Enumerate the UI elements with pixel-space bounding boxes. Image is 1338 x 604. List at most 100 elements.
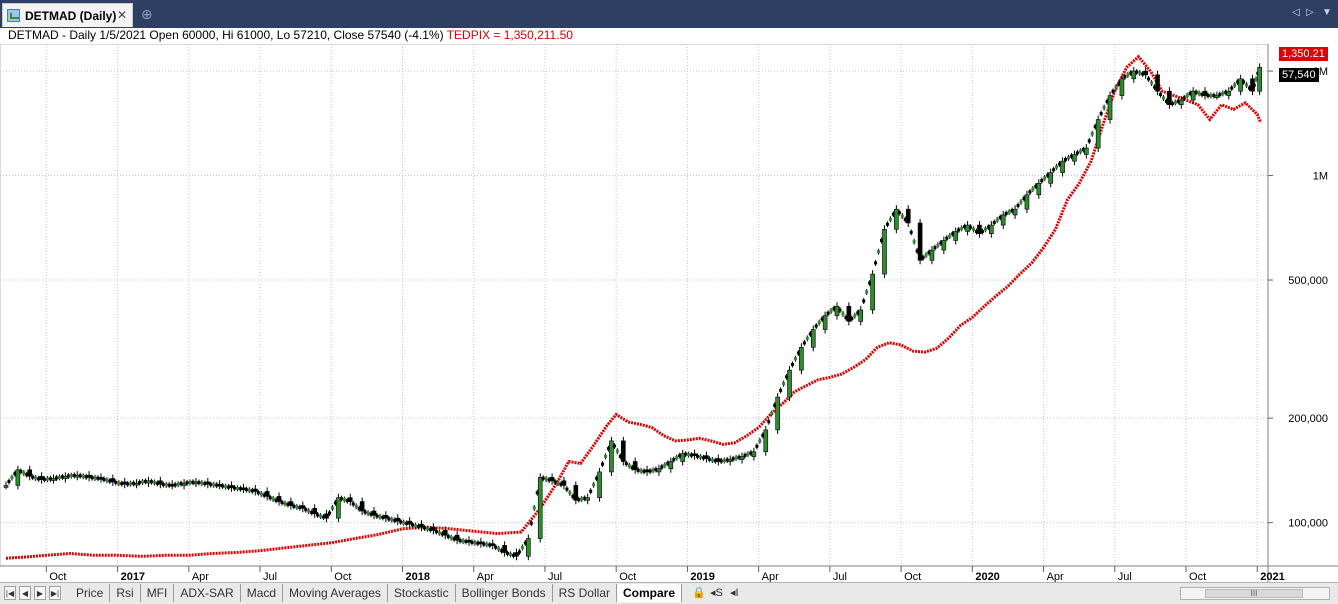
- candle-body: [200, 481, 204, 485]
- candle-body: [704, 455, 709, 459]
- candle-body: [69, 474, 73, 478]
- candle-body: [710, 458, 714, 462]
- candle-body: [375, 514, 379, 518]
- tab-rsi[interactable]: Rsi: [110, 584, 141, 602]
- candle-body: [1087, 139, 1091, 143]
- candle-body: [1010, 209, 1014, 213]
- y-tick-label: 500,000: [1288, 275, 1328, 287]
- close-icon[interactable]: ✕: [116, 8, 127, 22]
- candle-body: [526, 538, 531, 557]
- tab-price[interactable]: Price: [70, 584, 111, 602]
- candle-body: [941, 240, 947, 251]
- tab-mfi[interactable]: MFI: [141, 584, 175, 602]
- candle-body: [796, 351, 800, 355]
- candle-body: [953, 231, 959, 241]
- candle-body: [917, 222, 923, 261]
- candle-body: [1114, 85, 1118, 89]
- candle-body: [1153, 85, 1157, 89]
- candle-body: [1135, 70, 1139, 74]
- candle-body: [1242, 80, 1246, 84]
- candle-body: [601, 462, 605, 466]
- scroll-left-icon[interactable]: ◁: [1292, 7, 1300, 18]
- candle-body: [624, 462, 628, 466]
- candle-body: [561, 480, 567, 486]
- tab-menu-icon[interactable]: ▼: [1322, 7, 1332, 18]
- next-tab-button[interactable]: ▶: [34, 586, 46, 600]
- candle-body: [1012, 208, 1018, 216]
- document-tab[interactable]: DETMAD (Daily) ✕: [2, 3, 133, 27]
- lock-icon[interactable]: 🔒: [692, 587, 706, 599]
- candle-body: [359, 501, 365, 512]
- candle-body: [378, 515, 382, 519]
- tab-rs-dollar[interactable]: RS Dollar: [553, 584, 617, 602]
- candle-body: [865, 290, 869, 294]
- candle-body: [1230, 86, 1234, 90]
- candle-body: [986, 225, 990, 229]
- candle-body: [1060, 160, 1065, 173]
- tab-compare[interactable]: Compare: [617, 584, 683, 602]
- scrollbar-thumb[interactable]: III: [1205, 589, 1303, 598]
- candle-body: [687, 453, 691, 457]
- candle-body: [102, 477, 106, 481]
- candle-body: [1197, 91, 1201, 95]
- candle-body: [597, 471, 602, 498]
- tab-stockastic[interactable]: Stockastic: [388, 584, 456, 602]
- scale-i-button[interactable]: ◂I: [730, 587, 739, 599]
- candle-body: [122, 481, 128, 485]
- candle-body: [1150, 81, 1154, 85]
- candle-body: [300, 505, 306, 509]
- candle-body: [725, 458, 729, 462]
- candle-body: [868, 281, 872, 285]
- title-bar: DETMAD (Daily) ✕ ⊕ ◁ ▷ ▼: [0, 0, 1338, 28]
- candle-body: [264, 491, 270, 497]
- candle-body: [1218, 92, 1222, 96]
- candle-body: [179, 482, 183, 486]
- candle-body: [888, 217, 892, 221]
- y-tick-label: 1M: [1313, 171, 1328, 183]
- candle-body: [927, 251, 931, 255]
- scroll-right-icon[interactable]: ▷: [1306, 7, 1314, 18]
- candle-body: [31, 475, 35, 479]
- candle-body: [402, 521, 406, 525]
- new-tab-icon[interactable]: ⊕: [141, 6, 153, 22]
- candle-body: [46, 477, 50, 481]
- candle-body: [15, 469, 21, 486]
- candle-body: [749, 451, 753, 455]
- candle-body: [417, 524, 421, 528]
- last-tab-button[interactable]: ▶|: [49, 586, 61, 600]
- tab-bollinger-bonds[interactable]: Bollinger Bonds: [456, 584, 553, 602]
- candle-body: [897, 211, 901, 215]
- candle-body: [506, 551, 510, 555]
- horizontal-scrollbar[interactable]: III: [1180, 587, 1330, 600]
- x-tick-label: Apr: [762, 571, 779, 582]
- candle-body: [1007, 210, 1011, 214]
- candle-body: [1170, 102, 1174, 106]
- candle-body: [870, 273, 875, 311]
- tab-adx-sar[interactable]: ADX-SAR: [174, 584, 241, 602]
- prev-tab-button[interactable]: ◀: [19, 586, 31, 600]
- candle-body: [322, 515, 326, 519]
- candle-body: [604, 454, 608, 458]
- candle-body: [60, 475, 64, 479]
- x-tick-label: Oct: [619, 571, 636, 582]
- candle-body: [571, 495, 575, 499]
- candle-body: [235, 486, 239, 490]
- candle-body: [108, 479, 112, 483]
- scale-s-button[interactable]: ◂S: [710, 587, 723, 599]
- candle-body: [924, 253, 928, 257]
- tab-moving-averages[interactable]: Moving Averages: [283, 584, 388, 602]
- candle-body: [164, 483, 168, 487]
- candle-body: [636, 468, 640, 472]
- tab-macd[interactable]: Macd: [241, 584, 284, 602]
- first-tab-button[interactable]: |◀: [4, 586, 16, 600]
- candle-body: [838, 308, 842, 312]
- candle-body: [22, 471, 26, 475]
- candle-body: [84, 475, 88, 479]
- candle-body: [482, 542, 486, 546]
- candle-body: [514, 552, 519, 557]
- candle-body: [167, 483, 171, 487]
- candle-body: [13, 472, 17, 476]
- candle-body: [381, 515, 385, 519]
- candle-body: [96, 476, 100, 480]
